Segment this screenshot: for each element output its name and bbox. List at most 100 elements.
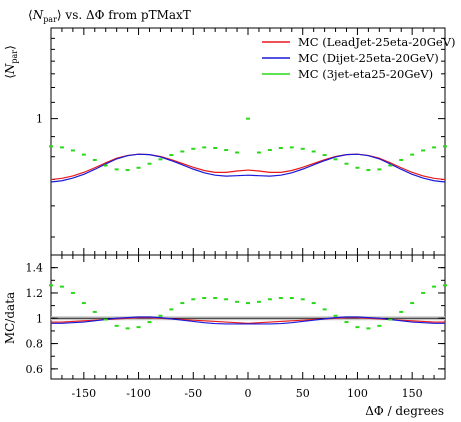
series-3-ratio-point [180,302,185,305]
main-panel: 1 [36,37,447,238]
series-3-main-point [81,153,86,156]
series-3-ratio-point [92,310,97,313]
series-3-ratio-point [388,318,393,321]
series-3-ratio-point [399,310,404,313]
x-tick-label: 150 [402,387,423,400]
series-3-ratio-point [103,318,108,321]
ratio-y-tick-label: 1.2 [26,287,44,300]
x-tick-label: 50 [296,387,310,400]
series-3-ratio-point [235,300,240,303]
series-3-main-point [70,149,75,152]
series-3-main-point [169,154,174,157]
ratio-panel: 0.6 0.8 1 1.2 1.4 [26,262,447,376]
series-3-main-point [399,158,404,161]
series-3-ratio-point [300,298,305,301]
series-3-ratio-point [81,302,86,305]
series-3-main-point [224,149,229,152]
series-3-ratio-point [289,297,294,300]
chart-title-close: ⟩ [57,8,62,22]
x-axis: -150 -100 -50 0 50 100 150 [61,28,435,400]
series-3-ratio-point [114,324,119,327]
series-3-main-point [256,151,261,154]
series-3-ratio-point [443,284,447,287]
main-ylabel-subscript: par [10,50,19,64]
series-3-ratio-point [213,297,218,300]
series-3-ratio-point [267,298,272,301]
x-tick-label: 100 [347,387,368,400]
x-tick-label: -150 [71,387,96,400]
series-3-main-point [267,149,272,152]
series-3-main-point [125,169,130,172]
main-ylabel: ⟨Npar⟩ [3,45,19,79]
series-3-main-point [333,158,338,161]
legend-entry: MC (Dijet-25eta-20GeV) [298,51,439,65]
series-3-ratio-point [169,308,174,311]
series-3-main-point [421,149,426,152]
series-3-ratio-point [410,302,415,305]
series-1-ratio-line [51,317,445,324]
series-3-main-point [289,146,294,149]
series-3-main-point [322,154,327,157]
series-3-main-point [202,146,207,149]
series-3-main-point [432,146,437,149]
series-3-main-point [311,150,316,153]
series-2-ratio-line [51,316,445,325]
series-3-ratio-point [59,285,64,288]
ratio-y-tick-label: 0.6 [26,363,44,376]
series-1-main-line [50,153,446,181]
series-3-ratio-point [224,298,229,301]
x-tick-label: 0 [245,387,252,400]
series-3-ratio-point [278,297,283,300]
series-3-main-point [103,164,108,167]
series-3-ratio-point [421,291,426,294]
series-3-ratio-point [246,302,250,305]
main-ylabel-close: ⟩ [3,45,17,50]
series-3-main-point [388,164,393,167]
series-3-main-point [377,168,382,171]
series-3-main-point [191,147,196,150]
series-3-main-point [92,158,97,161]
series-3-main-point [180,150,185,153]
chart-title-open: ⟨ [28,8,33,22]
series-3-main-point [355,166,360,169]
series-3-ratio-point [202,297,207,300]
series-3-ratio-point [125,327,130,330]
series-3-main-point [114,168,119,171]
series-3-ratio-point [311,302,316,305]
ratio-y-tick-label: 1.4 [26,262,44,275]
main-ylabel-symbol: N [3,63,17,75]
series-3-main-point [443,145,447,148]
legend-entry: MC (LeadJet-25eta-20GeV) [298,35,456,49]
series-3-ratio-point [355,326,360,329]
series-3-ratio-point [70,291,75,294]
legend: MC (LeadJet-25eta-20GeV) MC (Dijet-25eta-… [262,35,456,81]
series-3-main-point [344,162,349,165]
series-3-main-point [147,162,152,165]
series-2-main-line [50,153,446,183]
series-3-ratio-point [256,300,261,303]
series-3-ratio-point [377,324,382,327]
series-3-main-point [278,146,283,149]
series-3-main-point [136,166,141,169]
chart-title-rest: vs. ΔΦ from pTMaxT [62,8,191,22]
legend-entry: MC (3jet-eta25-20GeV) [298,67,433,81]
x-tick-label: -50 [184,387,202,400]
series-3-ratio-point [322,308,327,311]
chart-title-symbol: N [32,8,44,22]
series-3-ratio-point [432,285,437,288]
series-3-ratio-point [191,298,196,301]
series-3-ratio-point [158,314,163,317]
series-3-main-point [410,153,415,156]
series-3-main-point [59,146,64,149]
ratio-y-tick-label: 1 [36,312,43,325]
series-3-main-point [366,169,371,172]
series-3-main-point [158,158,163,161]
series-3-main-point [300,147,305,150]
series-3-ratio-point [136,326,141,329]
main-ylabel-open: ⟨ [3,74,17,79]
series-3-main-point [246,117,250,120]
x-axis-label: ΔΦ / degrees [365,404,444,418]
series-3-ratio-point [147,321,152,324]
ratio-ylabel: MC/data [3,292,17,344]
